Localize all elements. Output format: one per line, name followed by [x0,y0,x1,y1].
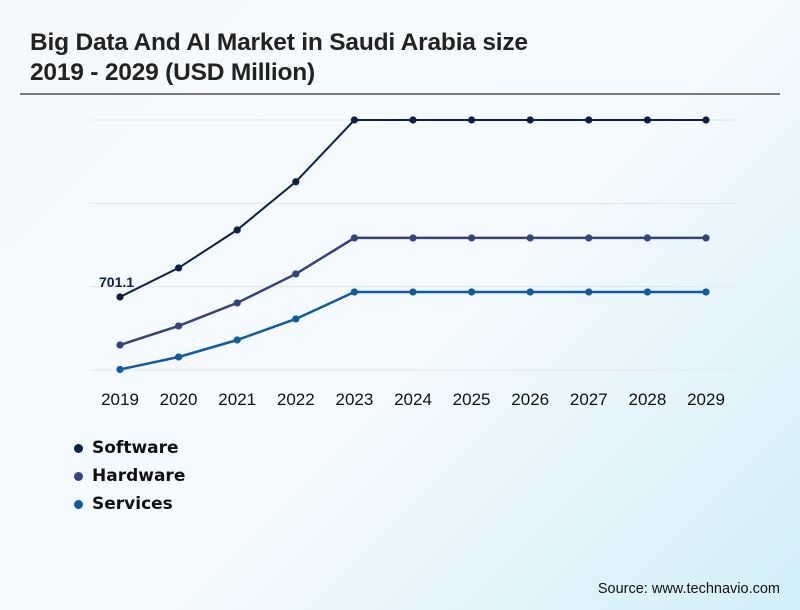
data-point-hardware [468,234,476,242]
data-point-hardware [643,234,652,242]
x-tick-label: 2020 [160,390,198,409]
title-line-2: 2019 - 2029 (USD Million) [30,59,316,86]
x-tick-label: 2024 [394,390,432,409]
data-point-services [233,336,241,344]
chart-title: Big Data And AI Market in Saudi Arabia s… [30,28,528,88]
title-divider [20,93,780,95]
data-point-software [585,116,593,124]
data-point-hardware [116,341,124,349]
data-point-software [468,116,476,124]
data-point-software [175,264,183,272]
series-line-software [119,119,706,298]
data-point-software [233,226,241,234]
data-point-services [175,353,183,361]
data-point-hardware [526,234,534,242]
data-point-software [292,178,300,186]
legend-label: Services [92,494,173,514]
annotations: 701.1 [99,274,134,290]
data-point-software [643,116,652,124]
x-tick-label: 2021 [218,390,256,409]
data-point-hardware [233,299,241,307]
legend-label: Hardware [92,466,186,486]
legend-item-services: Services [74,490,185,518]
x-tick-label: 2028 [628,390,666,409]
data-point-hardware [350,234,358,242]
series-line-services [119,290,706,371]
data-point-hardware [409,234,417,242]
source-note: Source: www.technavio.com [597,581,780,597]
x-tick-label: 2026 [511,390,549,409]
data-point-hardware [702,234,710,242]
data-point-software [526,116,534,124]
data-point-hardware [585,234,593,242]
x-tick-label: 2019 [101,390,139,409]
x-tick-label: 2027 [570,390,608,409]
data-point-services [468,288,476,296]
x-tick-label: 2029 [687,390,725,409]
x-tick-label: 2023 [335,390,373,409]
data-point-services [702,288,710,296]
data-point-services [292,315,300,323]
x-tick-label: 2022 [277,390,315,409]
data-point-hardware [175,322,183,330]
data-point-software [116,293,124,301]
data-point-services [409,288,417,296]
x-tick-label: 2025 [453,390,491,409]
x-axis-ticks: 2019 2020 2021 2022 2023 2024 2025 2026 2027 2028… [101,390,725,409]
series-lines [119,119,706,371]
data-point-services [585,288,593,296]
legend: Software Hardware Services [74,434,185,518]
data-point-services [350,288,358,296]
data-point-services [526,288,534,296]
gridlines [90,119,736,371]
title-line-1: Big Data And AI Market in Saudi Arabia s… [30,29,528,56]
data-point-services [643,288,652,296]
legend-marker-icon [74,443,83,453]
data-point-hardware [292,270,300,278]
data-point-software [350,116,358,124]
data-point-software [409,116,417,124]
data-point-services [116,365,124,374]
legend-item-software: Software [74,434,185,462]
data-point-software [702,116,710,124]
legend-item-hardware: Hardware [74,462,185,490]
series-points [116,116,710,374]
data-label: 701.1 [99,274,134,290]
legend-label: Software [92,438,179,458]
legend-marker-icon [74,471,83,481]
legend-marker-icon [74,499,83,509]
